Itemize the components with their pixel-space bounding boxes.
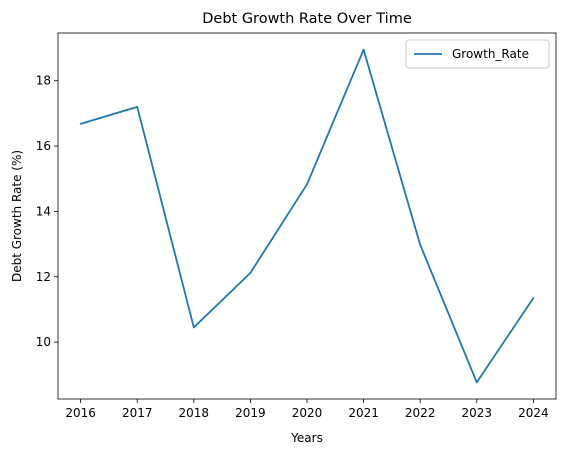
data-point — [419, 243, 422, 246]
y-tick-label: 10 — [36, 335, 51, 349]
legend: Growth_Rate — [405, 39, 550, 69]
y-tick-label: 16 — [36, 139, 51, 153]
legend-entry-growth-rate: Growth_Rate — [452, 47, 529, 61]
x-tick-label: 2020 — [292, 406, 323, 420]
data-point — [136, 105, 139, 108]
y-tick-label: 12 — [36, 270, 51, 284]
chart-title: Debt Growth Rate Over Time — [202, 11, 412, 27]
x-tick-label: 2021 — [348, 406, 379, 420]
x-tick-label: 2016 — [65, 406, 96, 420]
x-tick-label: 2024 — [518, 406, 549, 420]
y-tick-label: 14 — [36, 204, 51, 218]
data-point — [306, 183, 308, 186]
series-line-growth-rate — [80, 48, 535, 384]
data-point — [362, 48, 365, 51]
data-point — [249, 271, 252, 274]
x-tick-label: 2019 — [235, 406, 266, 420]
y-axis: 10 12 14 16 18 — [36, 74, 58, 349]
data-point — [532, 297, 535, 299]
series-layer — [79, 48, 535, 384]
x-axis: 2016 2017 2018 2019 2020 2021 2022 2023 2024 — [65, 399, 549, 420]
data-point — [475, 381, 478, 384]
data-point — [192, 326, 195, 329]
x-tick-label: 2018 — [179, 406, 210, 420]
y-axis-label: Debt Growth Rate (%) — [10, 150, 24, 282]
x-tick-label: 2022 — [405, 406, 436, 420]
x-tick-label: 2023 — [461, 406, 492, 420]
plot-area: 2016 2017 2018 2019 2020 2021 2022 2023 2024 101… — [36, 32, 557, 420]
legend-box — [405, 39, 550, 69]
y-tick-label: 18 — [36, 74, 51, 88]
x-tick-label: 2017 — [122, 406, 153, 420]
data-point — [79, 122, 82, 125]
plot-frame — [57, 32, 557, 400]
x-axis-label: Years — [290, 431, 323, 445]
